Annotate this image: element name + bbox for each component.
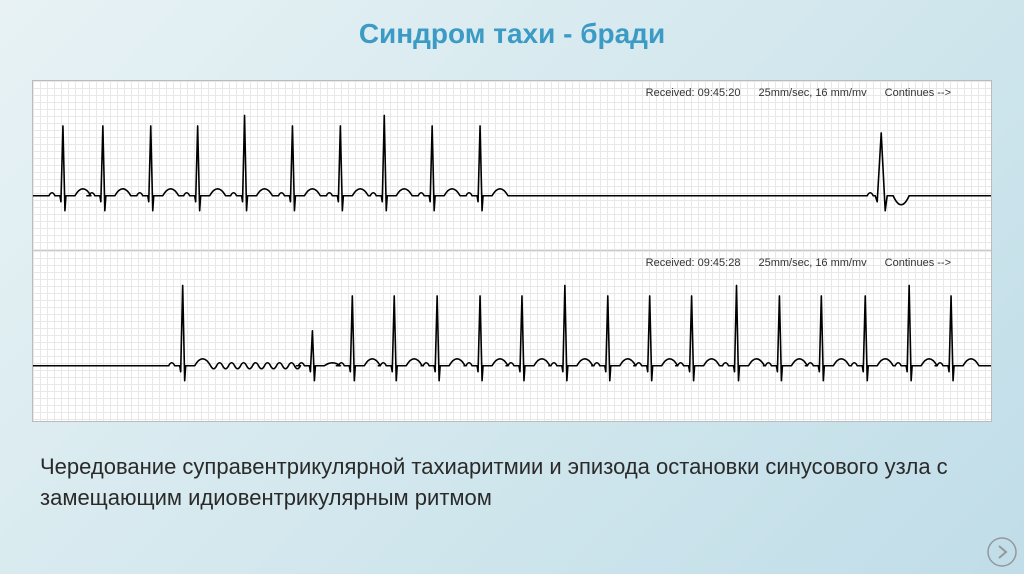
- ecg-strip-2: Received: 09:45:28 25mm/sec, 16 mm/mv Co…: [33, 251, 991, 421]
- continues-label: Continues -->: [885, 87, 951, 99]
- paper-speed: 25mm/sec, 16 mm/mv: [758, 87, 866, 99]
- ecg-trace-1: [33, 81, 991, 251]
- next-arrow-icon: [986, 536, 1018, 568]
- ecg-strip-1: Received: 09:45:20 25mm/sec, 16 mm/mv Co…: [33, 81, 991, 251]
- ecg-trace-2: [33, 251, 991, 421]
- slide-title: Синдром тахи - бради: [0, 0, 1024, 50]
- strip-header-1: Received: 09:45:20 25mm/sec, 16 mm/mv Co…: [646, 87, 951, 99]
- continues-label: Continues -->: [885, 257, 951, 269]
- received-time: Received: 09:45:20: [646, 87, 741, 99]
- ecg-container: Received: 09:45:20 25mm/sec, 16 mm/mv Co…: [32, 80, 992, 422]
- slide-caption: Чередование суправентрикулярной тахиарит…: [40, 452, 984, 514]
- paper-speed: 25mm/sec, 16 mm/mv: [758, 257, 866, 269]
- received-time: Received: 09:45:28: [646, 257, 741, 269]
- strip-header-2: Received: 09:45:28 25mm/sec, 16 mm/mv Co…: [646, 257, 951, 269]
